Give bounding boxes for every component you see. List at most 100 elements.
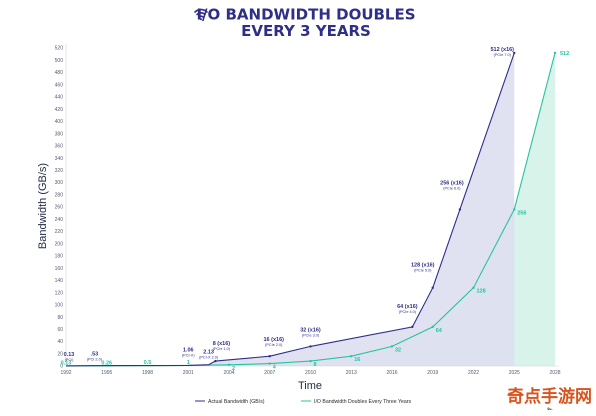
y-tick-label: 420 — [55, 107, 64, 113]
x-axis-label: Time — [298, 380, 322, 392]
doubling-data-label: 1 — [187, 360, 190, 366]
y-tick-label: 480 — [55, 70, 64, 76]
doubling-data-label: 8 — [314, 362, 317, 368]
actual-data-sublabel: (PCIe 6.0) — [443, 186, 461, 190]
watermark-mark: ๛ — [547, 406, 553, 412]
legend: Actual Bandwidth (GB/s) I/O Bandwidth Do… — [195, 399, 411, 405]
y-tick-label: 380 — [55, 131, 64, 137]
y-tick-label: 80 — [57, 315, 63, 321]
x-tick-label: 2022 — [468, 370, 479, 376]
actual-point — [214, 359, 217, 363]
title-group: I/O BANDWIDTH DOUBLES EVERY 3 YEARS — [194, 6, 416, 40]
actual-data-label: 64 (x16) — [397, 304, 418, 310]
doubling-point — [268, 362, 271, 365]
actual-data-sublabel: (PCIe 1.0) — [213, 347, 231, 351]
doubling-point — [309, 359, 312, 363]
y-tick-label: 200 — [55, 241, 64, 247]
x-tick-label: 2013 — [346, 370, 357, 376]
actual-point — [513, 51, 516, 55]
x-tick-label: 1998 — [142, 370, 153, 376]
actual-data-sublabel: (PCIe 7.0) — [494, 53, 512, 57]
actual-data-label: 8 (x16) — [213, 341, 231, 347]
x-tick-label: 2028 — [549, 370, 560, 376]
y-tick-label: 500 — [55, 58, 64, 64]
doubling-data-label: 64 — [436, 328, 443, 334]
actual-point — [431, 286, 434, 289]
y-tick-label: 100 — [55, 303, 64, 309]
actual-data-label: 0.13 — [64, 352, 75, 358]
actual-data-label: 1.06 — [183, 347, 194, 353]
actual-data-sublabel: (PCI) — [65, 358, 75, 362]
x-tick-label: 2007 — [264, 370, 275, 376]
chart-title-line-1: I/O BANDWIDTH DOUBLES — [196, 6, 415, 24]
doubling-point — [350, 355, 353, 358]
wifi-icon — [194, 8, 208, 21]
y-tick-label: 140 — [55, 278, 64, 284]
doubling-point — [390, 345, 394, 348]
x-tick-label: 1992 — [60, 370, 71, 376]
doubling-point — [431, 325, 434, 329]
doubling-data-label: 128 — [477, 289, 486, 295]
y-tick-label: 520 — [55, 46, 64, 52]
doubling-point — [553, 51, 557, 55]
actual-data-sublabel: (PCIe 4.0) — [399, 310, 417, 314]
actual-data-sublabel: (PCI 2.0) — [87, 358, 103, 362]
x-tick-label: 2010 — [305, 370, 316, 376]
plot-area: 0 20 40 60 80 100 120 140 160 180 200 220 240 260 280 3… — [55, 44, 569, 376]
actual-data-sublabel: (PCI-X) — [182, 353, 195, 357]
doubling-data-label: 0.13 — [61, 360, 72, 366]
actual-data-label: 256 (x16) — [440, 180, 464, 186]
y-tick-label: 400 — [55, 119, 64, 125]
legend-label-actual: Actual Bandwidth (GB/s) — [208, 399, 265, 405]
y-tick-label: 360 — [55, 144, 64, 150]
doubling-data-label: 512 — [560, 51, 569, 57]
chart-title-line-2: EVERY 3 YEARS — [241, 22, 371, 40]
y-tick-label: 20 — [57, 351, 63, 357]
actual-data-label: 512 (x16) — [490, 47, 514, 53]
actual-area — [66, 52, 515, 367]
x-tick-label: 2016 — [386, 370, 397, 376]
y-tick-label: 300 — [55, 180, 64, 186]
actual-data-sublabel: (PCI-X 2.0) — [199, 356, 219, 360]
actual-point — [268, 355, 271, 358]
doubling-point — [513, 208, 516, 211]
doubling-point — [227, 363, 231, 366]
y-tick-label: 320 — [55, 168, 64, 174]
actual-data-label: 16 (x16) — [264, 337, 285, 343]
legend-label-doubling: I/O Bandwidth Doubles Every Three Years — [314, 399, 411, 405]
x-tick-label: 2004 — [223, 370, 234, 376]
actual-point — [411, 325, 414, 329]
doubling-data-label: 16 — [354, 357, 360, 363]
actual-data-sublabel: (PCIe 2.0) — [265, 343, 283, 347]
actual-data-sublabel: (PCIe 5.0) — [414, 269, 432, 273]
actual-data-label: 32 (x16) — [300, 327, 321, 333]
doubling-data-label: 32 — [395, 347, 401, 353]
y-tick-label: 120 — [55, 290, 64, 296]
y-tick-label: 280 — [55, 192, 64, 198]
y-tick-label: 340 — [55, 156, 64, 162]
doubling-data-label: 0.26 — [101, 360, 112, 366]
doubling-data-label: 0.5 — [144, 360, 152, 366]
doubling-data-label: 4 — [273, 365, 277, 371]
actual-data-sublabel: (PCIe 3.0) — [302, 333, 320, 337]
y-tick-label: 60 — [57, 327, 63, 333]
actual-data-label: 128 (x16) — [411, 263, 435, 269]
x-tick-label: 2001 — [183, 370, 194, 376]
y-tick-label: 240 — [55, 217, 64, 223]
doubling-data-label: 256 — [517, 210, 526, 216]
x-tick-label: 1995 — [101, 370, 112, 376]
y-tick-label: 440 — [55, 95, 64, 101]
y-tick-label: 160 — [55, 266, 64, 272]
y-tick-label: 180 — [55, 254, 64, 260]
actual-point — [309, 345, 312, 348]
actual-data-label: .53 — [91, 352, 99, 358]
actual-data-label: 2.13 — [203, 350, 214, 356]
y-tick-label: 40 — [57, 339, 63, 345]
y-tick-label: 260 — [55, 205, 64, 211]
watermark-text: 奇点手游网 — [507, 386, 592, 407]
y-tick-label: 460 — [55, 82, 64, 88]
doubling-point — [472, 286, 475, 289]
x-tick-label: 2025 — [509, 370, 520, 376]
y-axis-label: Bandwidth (GB/s) — [37, 163, 49, 249]
